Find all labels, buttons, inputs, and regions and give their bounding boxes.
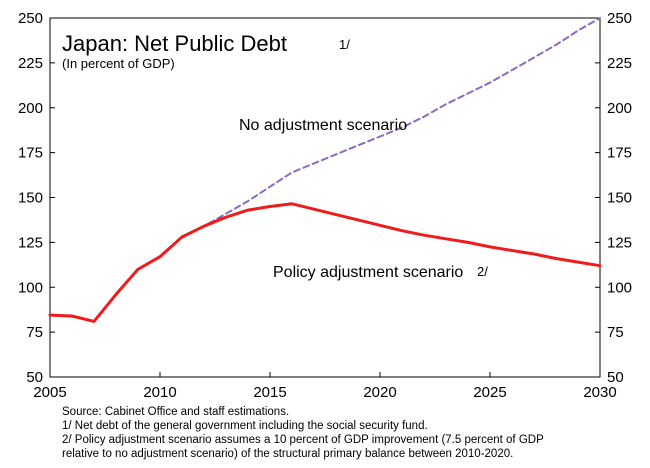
footnotes: Source: Cabinet Office and staff estimat… (62, 405, 642, 461)
chart-title-note: 1/ (339, 37, 350, 52)
x-tick-label: 2020 (363, 384, 396, 401)
x-tick-label: 2030 (583, 384, 616, 401)
x-tick-label: 2005 (33, 384, 66, 401)
plot-frame (49, 17, 601, 378)
chart-title: Japan: Net Public Debt (62, 31, 287, 56)
y-tick-label-right: 200 (607, 100, 632, 117)
y-tick-label-right: 75 (607, 324, 624, 341)
x-tick-label: 2015 (253, 384, 286, 401)
x-tick-label: 2010 (143, 384, 176, 401)
y-tick-label-left: 175 (18, 145, 43, 162)
chart-subtitle: (In percent of GDP) (62, 56, 175, 71)
y-tick-label-left: 250 (18, 10, 43, 27)
footnote-source: Source: Cabinet Office and staff estimat… (62, 406, 290, 418)
y-tick-label-left: 125 (18, 234, 43, 251)
y-tick-label-right: 250 (607, 10, 632, 27)
y-tick-label-left: 150 (18, 190, 43, 207)
y-tick-label-right: 50 (607, 369, 624, 386)
y-tick-label-left: 75 (26, 324, 43, 341)
y-tick-label-right: 225 (607, 55, 632, 72)
footnote-1: 1/ Net debt of the general government in… (62, 420, 428, 432)
footnote-2-cont: relative to no adjustment scenario) of t… (62, 448, 514, 460)
y-tick-label-right: 175 (607, 145, 632, 162)
y-tick-label-right: 150 (607, 190, 632, 207)
series-layer (48, 17, 602, 323)
series-policy-adjustment-line (48, 202, 602, 323)
y-tick-label-right: 125 (607, 234, 632, 251)
policy-adjustment-note: 2/ (477, 264, 488, 279)
footnote-2: 2/ Policy adjustment scenario assumes a … (62, 434, 544, 446)
y-tick-label-right: 100 (607, 279, 632, 296)
series-no-adjustment-line (181, 17, 601, 238)
x-tick-label: 2025 (473, 384, 506, 401)
policy-adjustment-label: Policy adjustment scenario (273, 264, 463, 281)
y-tick-label-left: 225 (18, 55, 43, 72)
axis-ticks: 50 50 75 75 100 100 125 125 150 150 175 175 200 200 22… (18, 10, 632, 401)
y-tick-label-left: 100 (18, 279, 43, 296)
y-tick-label-left: 200 (18, 100, 43, 117)
y-tick-label-left: 50 (26, 369, 43, 386)
no-adjustment-label: No adjustment scenario (239, 117, 407, 134)
